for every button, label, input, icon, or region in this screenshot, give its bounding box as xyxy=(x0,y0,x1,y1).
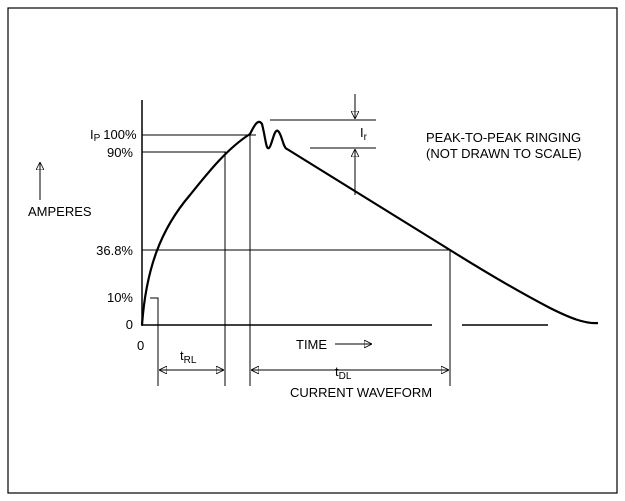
current-waveform xyxy=(140,120,599,326)
subscript: r xyxy=(364,132,368,143)
symbol: I xyxy=(360,125,364,140)
level-label: 0 xyxy=(126,317,133,332)
level-line xyxy=(150,297,159,386)
caption: CURRENT WAVEFORM xyxy=(290,385,432,400)
level-label: 36.8% xyxy=(96,243,133,258)
percent: 100% xyxy=(103,127,137,142)
note: PEAK-TO-PEAK RINGING xyxy=(426,130,581,145)
frame xyxy=(7,7,618,494)
level-label: 90% xyxy=(107,145,133,160)
symbol: I xyxy=(90,127,94,142)
peak-label: IP 100% xyxy=(90,127,137,144)
symbol: t xyxy=(180,348,184,363)
symbol: t xyxy=(335,364,339,379)
subscript: RL xyxy=(184,355,197,366)
axis-label: AMPERES xyxy=(28,204,92,219)
level-label: 10% xyxy=(107,290,133,305)
t-rl-label: tRL xyxy=(180,348,197,366)
subscript: P xyxy=(94,133,101,144)
subscript: DL xyxy=(339,371,352,382)
note: (NOT DRAWN TO SCALE) xyxy=(426,146,582,161)
origin-label: 0 xyxy=(137,338,144,353)
ringing-label: Ir xyxy=(360,125,368,143)
t-dl-label: tDL xyxy=(335,364,352,382)
time-label: TIME xyxy=(296,337,327,352)
